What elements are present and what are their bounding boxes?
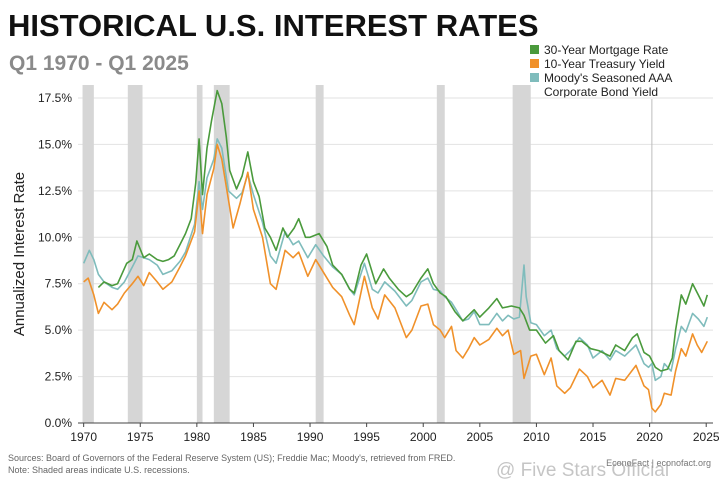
chart-subtitle: Q1 1970 - Q1 2025 [9,52,189,75]
x-tick-label: 2025 [693,430,719,444]
x-tick-label: 1975 [127,430,154,444]
recession-band [196,85,203,423]
legend-swatch-treasury [530,59,539,68]
x-tick-label: 1995 [353,430,380,444]
chart-title: HISTORICAL U.S. INTEREST RATES [8,8,539,43]
x-tick-label: 1970 [70,430,97,444]
recession-band [512,85,531,423]
legend-item-aaa: Moody's Seasoned AAA Corporate Bond Yiel… [530,71,672,101]
x-tick-label: 1980 [183,430,210,444]
x-tick-label: 1990 [297,430,324,444]
recession-band [315,85,324,423]
footer-note: Note: Shaded areas indicate U.S. recessi… [8,465,190,475]
y-tick-label: 10.0% [38,230,72,244]
recession-band [127,85,143,423]
x-tick-label: 2010 [523,430,550,444]
x-tick-label: 2015 [580,430,607,444]
y-tick-label: 5.0% [45,323,73,337]
series-line-10-year-treasury-yield [83,143,709,413]
series-line-30-year-mortgage-rate [97,89,709,372]
x-tick-label: 1985 [240,430,267,444]
footer-sources: Sources: Board of Governors of the Feder… [8,453,456,463]
y-tick-label: 12.5% [38,184,72,198]
credit: EconoFact | econofact.org [606,458,711,468]
y-tick-label: 7.5% [45,277,73,291]
legend-label-mortgage: 30-Year Mortgage Rate [544,43,669,57]
legend-swatch-aaa [530,73,539,82]
y-tick-label: 0.0% [45,416,73,430]
watermark: @ Five Stars Official [496,460,670,481]
x-tick-label: 2000 [410,430,437,444]
x-tick-label: 2005 [466,430,493,444]
recession-band [213,85,230,423]
recession-band [436,85,445,423]
x-tick-label: 2020 [636,430,663,444]
y-axis-label: Annualized Interest Rate [11,172,28,336]
legend-label-aaa: Moody's Seasoned AAA Corporate Bond Yiel… [544,71,673,99]
y-tick-label: 17.5% [38,91,72,105]
series-line-moody-s-seasoned-aaa-corporate-bond-yield [82,138,709,382]
legend-item-treasury: 10-Year Treasury Yield [530,57,672,71]
legend: 30-Year Mortgage Rate 10-Year Treasury Y… [530,43,672,101]
legend-swatch-mortgage [530,45,539,54]
y-tick-label: 2.5% [45,370,73,384]
legend-item-mortgage: 30-Year Mortgage Rate [530,43,672,57]
legend-label-treasury: 10-Year Treasury Yield [544,57,665,71]
y-tick-label: 15.0% [38,137,72,151]
footer: Sources: Board of Governors of the Feder… [8,452,455,476]
